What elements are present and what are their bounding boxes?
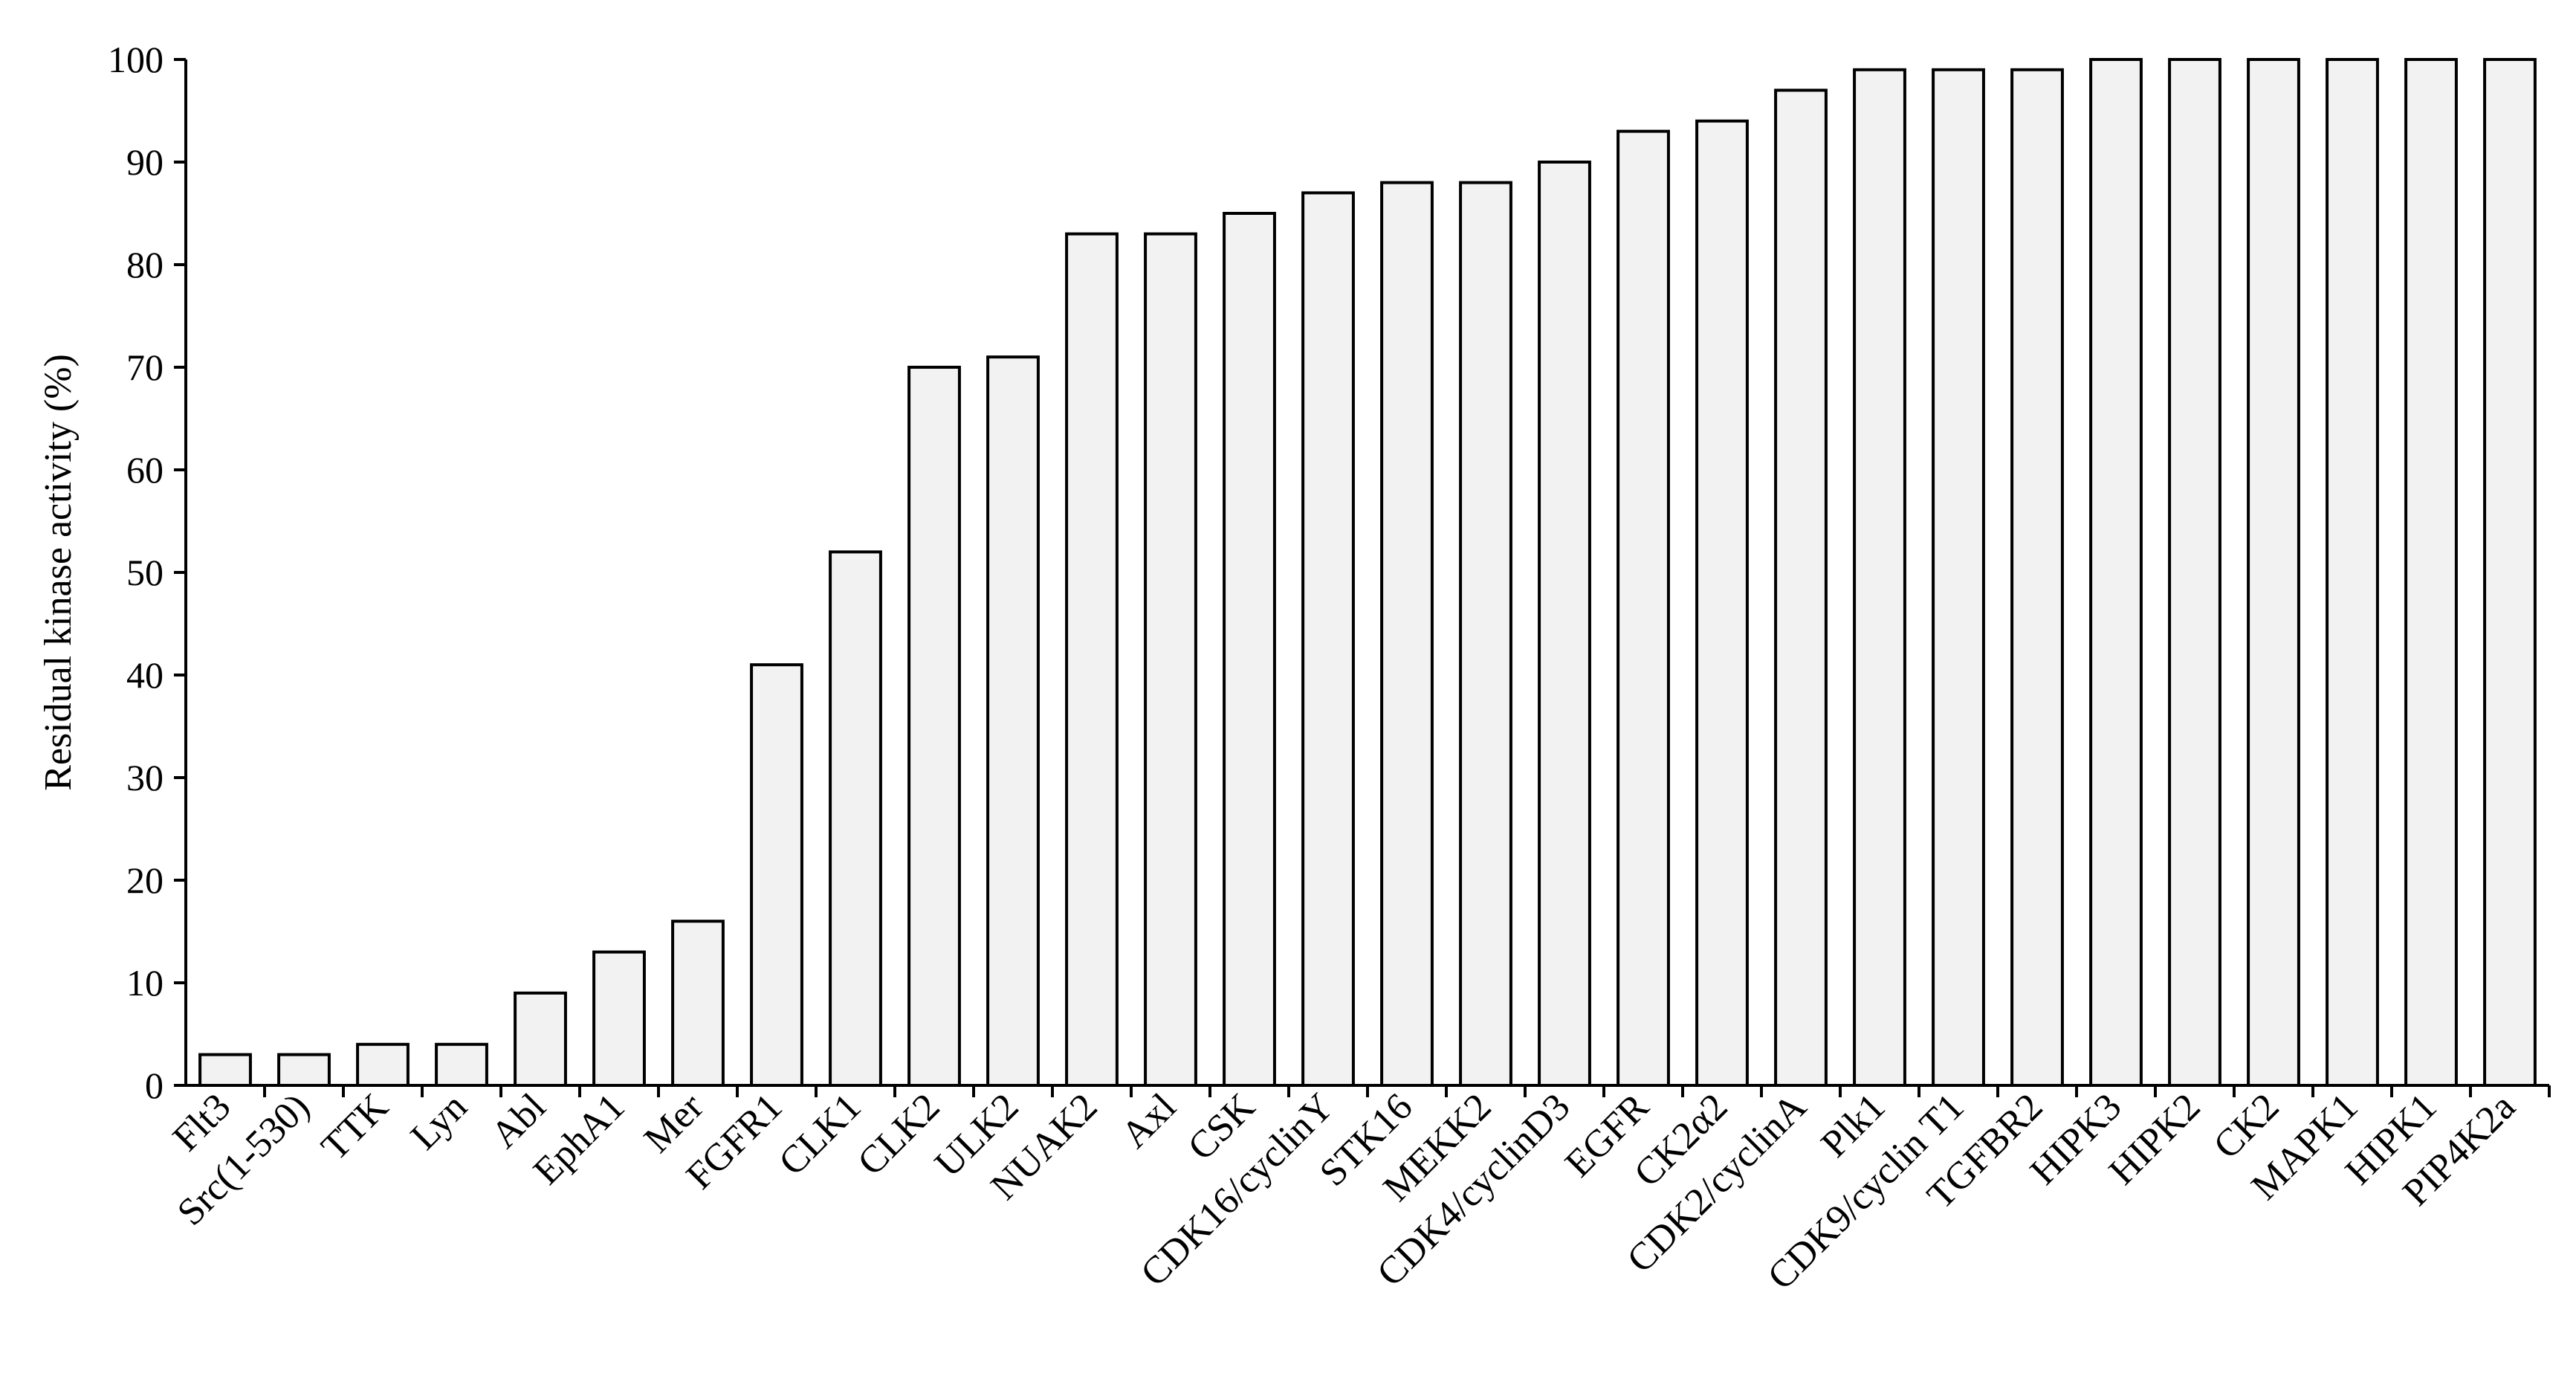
x-tick-label: HIPK3	[2022, 1085, 2129, 1192]
bar: Plk1: 99	[1853, 68, 1906, 1087]
y-tick-label: 70	[126, 346, 164, 388]
y-tick-label: 10	[126, 962, 164, 1004]
y-tick-label: 0	[145, 1065, 164, 1106]
bar: CSK: 85	[1223, 212, 1276, 1087]
bar: Abl: 9	[514, 991, 567, 1088]
y-axis-ticks: 0 10 20 30 40 50 60 70 80 90 100	[108, 39, 186, 1106]
bar: STK16: 88	[1380, 181, 1434, 1088]
bar: MAPK1: 100	[2326, 58, 2379, 1087]
y-tick-label: 60	[126, 449, 164, 491]
bar: Src(1-530): 3	[277, 1053, 331, 1087]
bar: TTK: 4	[356, 1042, 410, 1088]
bar: CDK9/cyclin T1: 99	[1932, 68, 1985, 1087]
bar: TGFBR2: 99	[2010, 68, 2064, 1087]
y-tick-label: 90	[126, 141, 164, 183]
bar: Mer: 16	[671, 920, 725, 1087]
bars-layer: Flt3: 3 Src(1-530): 3 TTK: 4 Lyn: 4 Abl: 9 Ep…	[198, 58, 2537, 1088]
bar: Flt3: 3	[198, 1053, 252, 1087]
x-tick-label: EphA1	[525, 1085, 632, 1192]
bar: CLK2: 70	[907, 366, 961, 1087]
bar: HIPK2: 100	[2168, 58, 2221, 1087]
bar: CK2: 100	[2247, 58, 2300, 1087]
bar: EphA1: 13	[592, 950, 646, 1087]
bar: FGFR1: 41	[750, 663, 803, 1087]
bar: MEKK2: 88	[1459, 181, 1512, 1088]
bar: Axl: 83	[1144, 232, 1197, 1088]
y-tick-label: 100	[108, 39, 164, 80]
bar: HIPK1: 100	[2404, 58, 2458, 1087]
x-tick-label: HIPK2	[2101, 1085, 2208, 1192]
y-tick-label: 20	[126, 859, 164, 901]
bar: CDK16/cyclinY: 87	[1301, 191, 1355, 1087]
y-tick-label: 40	[126, 654, 164, 696]
bar: CDK2/cyclinA: 97	[1774, 88, 1828, 1087]
x-tick-label: TTK	[314, 1085, 397, 1169]
x-tick-label: Lyn	[403, 1085, 476, 1158]
x-tick-label: CLK2	[850, 1085, 948, 1184]
x-tick-label: CLK1	[771, 1085, 869, 1184]
y-tick-label: 50	[126, 552, 164, 593]
bar: CDK4/cyclinD3: 90	[1538, 161, 1591, 1087]
bar: Lyn: 4	[435, 1042, 488, 1088]
y-tick-label: 30	[126, 757, 164, 798]
x-tick-label: Axl	[1113, 1085, 1184, 1156]
bar: CLK1: 52	[829, 550, 882, 1087]
y-tick-label: 80	[126, 244, 164, 285]
bar: NUAK2: 83	[1065, 232, 1119, 1088]
bar: CK2α2: 94	[1695, 119, 1749, 1087]
bar: PIP4K2a: 100	[2483, 58, 2537, 1087]
y-axis-title: Residual kinase activity (%)	[37, 354, 80, 791]
bar: HIPK3: 100	[2089, 58, 2143, 1087]
bar: ULK2: 71	[986, 355, 1040, 1087]
bar: EGFR: 93	[1617, 129, 1670, 1088]
